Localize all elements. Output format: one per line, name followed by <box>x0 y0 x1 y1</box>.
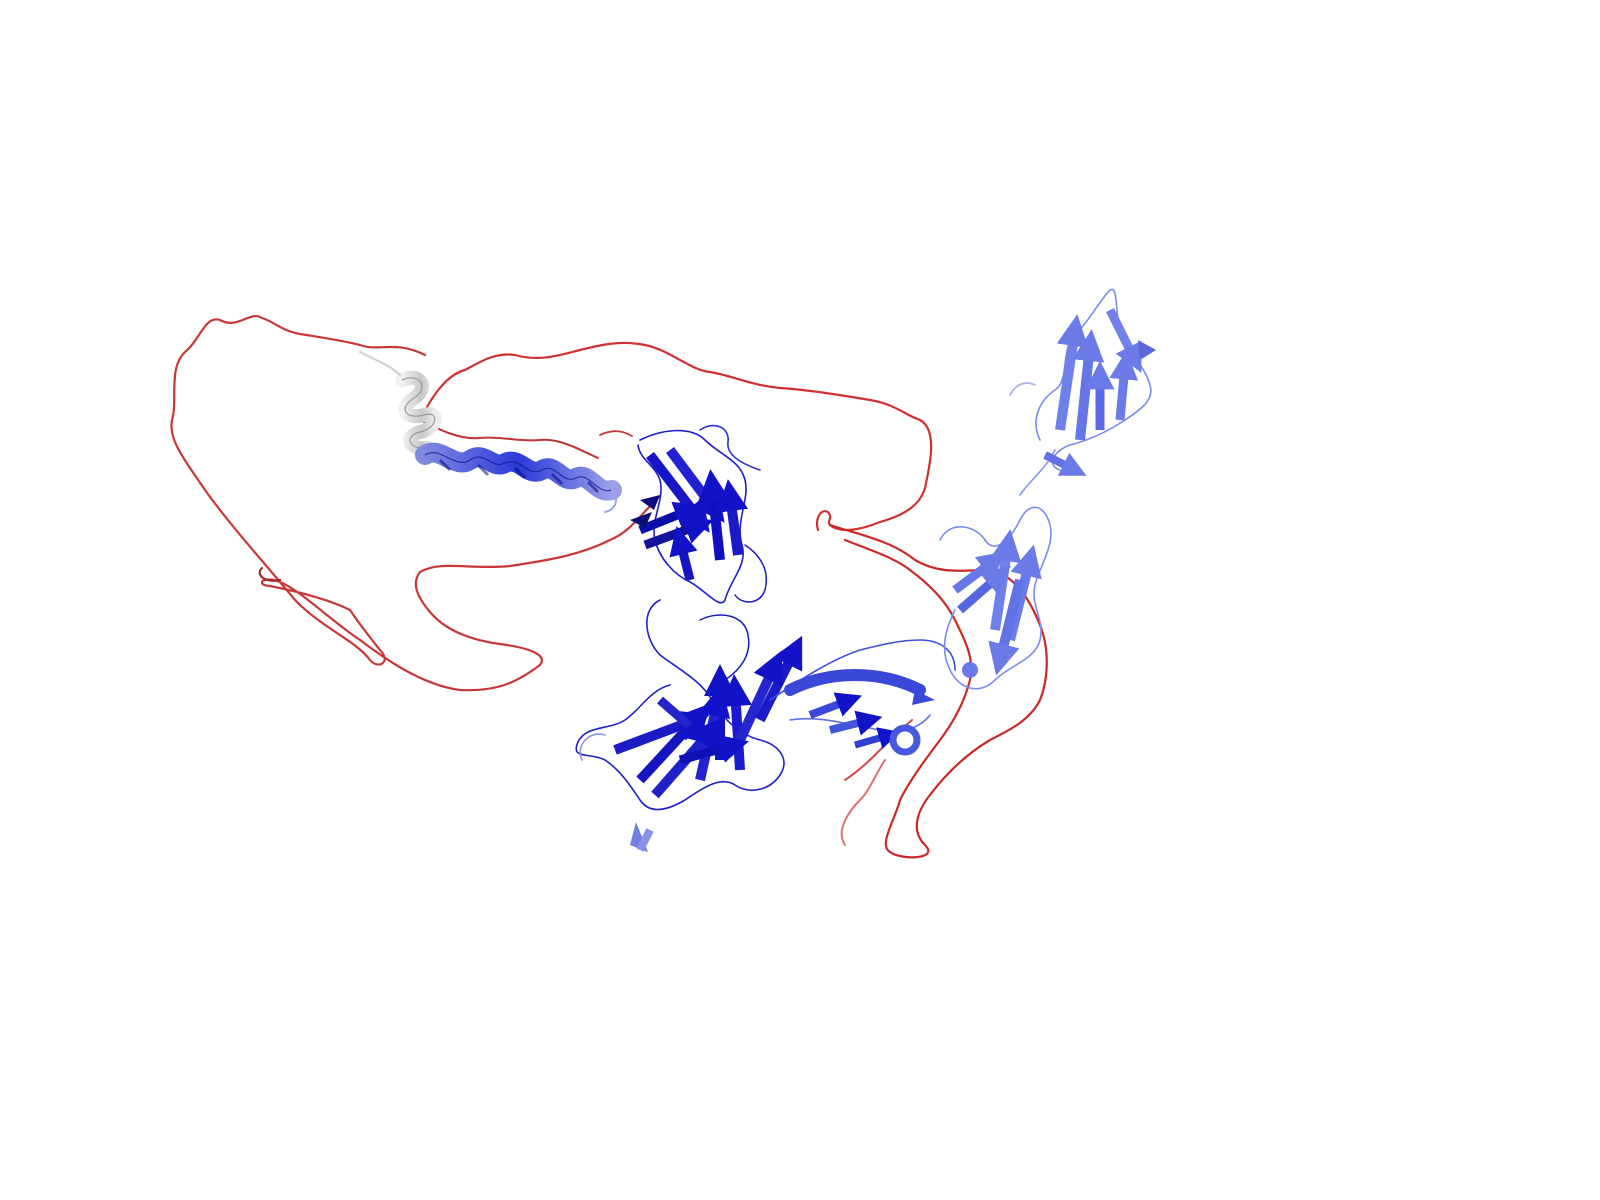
helix-blue <box>415 442 622 513</box>
disordered-loop-left <box>170 315 662 692</box>
helix-gray <box>359 351 442 456</box>
beta-domain-3 <box>769 639 956 756</box>
disordered-loop-right <box>828 523 1048 859</box>
beta-domain-1 <box>630 424 767 604</box>
beta-domain-2 <box>575 599 803 852</box>
beta-domain-5 <box>1009 288 1156 476</box>
beta-domain-4 <box>939 449 1056 690</box>
disordered-loop-top <box>418 341 933 532</box>
